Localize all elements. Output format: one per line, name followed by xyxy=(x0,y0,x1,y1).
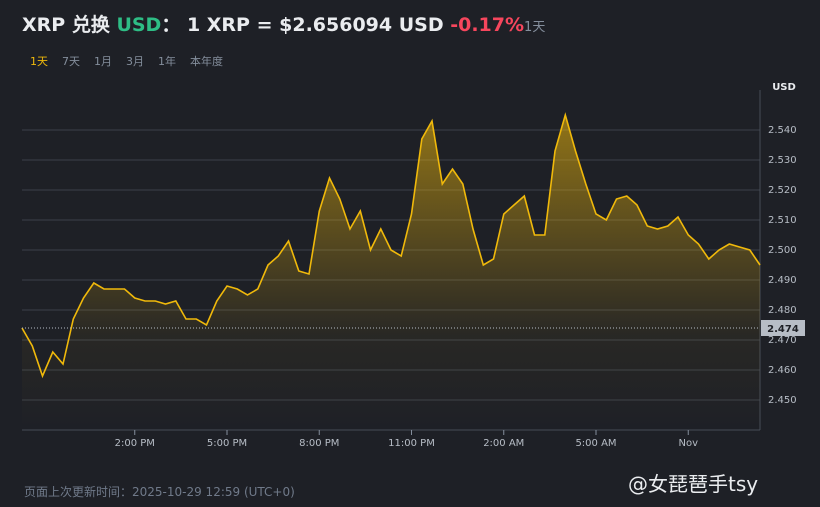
tab[interactable]: 1月 xyxy=(94,55,112,68)
footer: 页面上次更新时间：2025-10-29 12:59 (UTC+0) xyxy=(24,485,295,499)
tab[interactable]: 3月 xyxy=(126,55,144,68)
x-tick-label: 2:00 AM xyxy=(483,438,524,449)
tab[interactable]: 7天 xyxy=(62,55,80,68)
y-tick-label: 2.470 xyxy=(768,335,797,346)
x-tick-label: 8:00 PM xyxy=(299,438,339,449)
x-tick-label: 5:00 PM xyxy=(207,438,247,449)
header: XRP 兑换 USD： 1 XRP = $2.656094 USD -0.17%… xyxy=(22,10,545,37)
tab[interactable]: 1年 xyxy=(158,55,176,68)
title-part: XRP 兑换 xyxy=(22,14,117,36)
y-tick-label: 2.490 xyxy=(768,275,797,286)
y-tick-label: 2.510 xyxy=(768,215,797,226)
y-tick-label: 2.540 xyxy=(768,125,797,136)
y-tick-label: 2.460 xyxy=(768,365,797,376)
x-tick-label: 5:00 AM xyxy=(575,438,616,449)
current-badge xyxy=(761,320,805,336)
title-period: 1天 xyxy=(524,20,546,35)
title-currency: USD xyxy=(116,14,162,36)
tab[interactable]: 本年度 xyxy=(190,55,223,68)
x-tick-label: 2:00 PM xyxy=(115,438,155,449)
y-tick-label: 2.530 xyxy=(768,155,797,166)
current-label: 2.474 xyxy=(767,324,799,335)
title-change: -0.17% xyxy=(450,14,525,36)
x-tick-label: Nov xyxy=(678,438,698,449)
tab[interactable]: 1天 xyxy=(30,55,48,68)
x-tick-label: 11:00 PM xyxy=(388,438,435,449)
y-tick-label: 2.450 xyxy=(768,395,797,406)
y-tick-label: 2.500 xyxy=(768,245,797,256)
chart: USD 2.450 2.460 2.470 2.480 2.490 2.500 2.510 2… xyxy=(21,82,805,449)
watermark: @女琵琶手tsy xyxy=(628,472,759,496)
tabs: 1天 7天 1月 3月 1年 本年度 xyxy=(30,53,237,69)
area xyxy=(22,115,760,430)
line xyxy=(21,112,761,379)
y-tick-label: 2.520 xyxy=(768,185,797,196)
y-unit: USD xyxy=(772,82,796,93)
y-tick-label: 2.480 xyxy=(768,305,797,316)
title-part: ： 1 XRP = $2.656094 USD xyxy=(161,14,451,36)
